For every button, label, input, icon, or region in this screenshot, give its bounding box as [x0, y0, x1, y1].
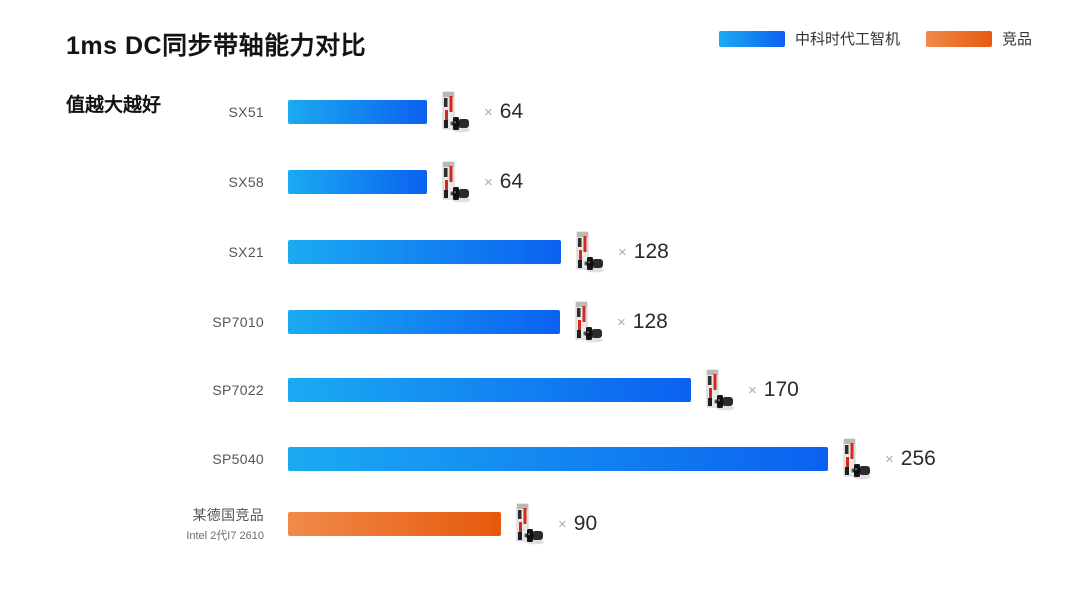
row-label-main: SX51 — [228, 104, 264, 120]
bar-annotation: × 128 — [573, 230, 669, 274]
legend-item-competitor: 竞品 — [925, 28, 1032, 49]
multiplier-sign: × — [484, 173, 493, 191]
chart-row: 某德国竞品 Intel 2代I7 2610 — [0, 502, 1080, 546]
multiplier-sign: × — [618, 243, 627, 261]
legend-label-competitor: 竞品 — [1001, 31, 1032, 48]
row-label-main: SX21 — [228, 244, 264, 260]
chart-row: SX58 × — [0, 160, 1080, 204]
bar — [288, 447, 828, 471]
servo-drive-motor-icon — [703, 368, 735, 412]
legend: 中科时代工智机 竞品 — [718, 28, 1032, 49]
servo-drive-motor-icon — [573, 230, 605, 274]
competitor-series-swatch — [925, 30, 992, 47]
chart-row: SX21 × — [0, 230, 1080, 274]
chart-row: SP7010 × — [0, 300, 1080, 344]
row-label-sub: Intel 2代I7 2610 — [186, 530, 264, 542]
axis-count-value: 170 — [763, 378, 799, 401]
axis-count-value: 128 — [632, 310, 668, 333]
bar — [288, 100, 427, 124]
axis-count-value: 90 — [573, 512, 598, 535]
row-label: 某德国竞品 Intel 2代I7 2610 — [0, 502, 264, 546]
legend-label-primary: 中科时代工智机 — [794, 31, 900, 48]
row-label: SX51 — [0, 90, 264, 134]
bar — [288, 170, 427, 194]
bar-annotation: × 256 — [840, 437, 936, 481]
servo-drive-motor-icon — [572, 300, 604, 344]
axis-count-value: 64 — [499, 170, 524, 193]
servo-drive-motor-icon — [840, 437, 872, 481]
row-label: SP7022 — [0, 368, 264, 412]
row-label: SP7010 — [0, 300, 264, 344]
bar-annotation: × 64 — [439, 90, 523, 134]
bar — [288, 310, 560, 334]
multiplier-sign: × — [885, 450, 894, 468]
row-label: SP5040 — [0, 437, 264, 481]
chart-note: 值越大越好 — [66, 95, 162, 116]
bar-annotation: × 64 — [439, 160, 523, 204]
servo-drive-motor-icon — [513, 502, 545, 546]
servo-drive-motor-icon — [439, 160, 471, 204]
bar-annotation: × 128 — [572, 300, 668, 344]
servo-drive-motor-icon — [439, 90, 471, 134]
bar — [288, 378, 691, 402]
bar — [288, 240, 561, 264]
axis-count-value: 256 — [900, 447, 936, 470]
multiplier-sign: × — [748, 381, 757, 399]
row-label-main: SP7022 — [212, 382, 264, 398]
multiplier-sign: × — [617, 313, 626, 331]
row-label-main: 某德国竞品 — [192, 507, 264, 523]
chart-row: SX51 × — [0, 90, 1080, 134]
row-label: SX21 — [0, 230, 264, 274]
axis-count-value: 64 — [499, 100, 524, 123]
multiplier-sign: × — [484, 103, 493, 121]
row-label-main: SP7010 — [212, 314, 264, 330]
bar-annotation: × 170 — [703, 368, 799, 412]
bar-annotation: × 90 — [513, 502, 597, 546]
chart-row: SP7022 × — [0, 368, 1080, 412]
primary-series-swatch — [718, 30, 785, 47]
row-label: SX58 — [0, 160, 264, 204]
multiplier-sign: × — [558, 515, 567, 533]
axis-count-value: 128 — [633, 240, 669, 263]
legend-item-primary: 中科时代工智机 — [718, 28, 900, 49]
row-label-main: SP5040 — [212, 451, 264, 467]
page-title: 1ms DC同步带轴能力对比 — [66, 32, 367, 60]
row-label-main: SX58 — [228, 174, 264, 190]
chart-row: SP5040 × — [0, 437, 1080, 481]
bar — [288, 512, 501, 536]
